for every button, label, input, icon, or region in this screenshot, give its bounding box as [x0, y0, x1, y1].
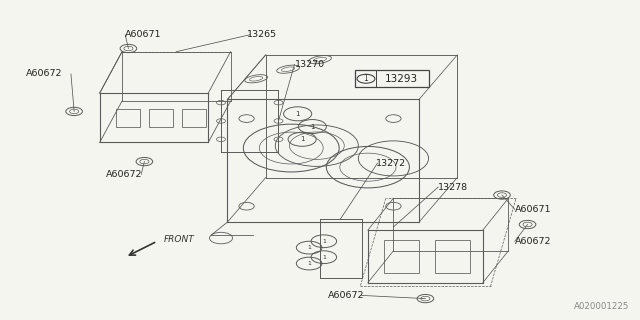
Text: FRONT: FRONT [164, 235, 195, 244]
Bar [384, 240, 419, 273]
Text: 13265: 13265 [246, 30, 276, 39]
Bar [149, 109, 173, 126]
Text: 1: 1 [296, 111, 300, 117]
Text: A020001225: A020001225 [574, 302, 630, 311]
Text: 1: 1 [322, 255, 326, 260]
Text: 13270: 13270 [294, 60, 324, 69]
Text: A60672: A60672 [328, 291, 365, 300]
Text: 1: 1 [307, 261, 311, 266]
Bar [116, 109, 140, 126]
Bar [182, 109, 206, 126]
Text: 1: 1 [307, 245, 311, 250]
Text: A60672: A60672 [26, 69, 62, 78]
Bar [355, 70, 429, 87]
Text: 1: 1 [322, 239, 326, 244]
Bar [435, 240, 470, 273]
Text: 1: 1 [300, 136, 305, 142]
Text: 1: 1 [364, 74, 369, 83]
Text: 1: 1 [310, 124, 315, 130]
Text: A60671: A60671 [515, 205, 551, 214]
Text: A60672: A60672 [515, 237, 551, 246]
Text: 13272: 13272 [376, 159, 406, 168]
Text: 13278: 13278 [438, 183, 468, 192]
Text: 13293: 13293 [385, 74, 418, 84]
Text: A60671: A60671 [125, 30, 162, 39]
Text: A60672: A60672 [106, 170, 143, 179]
